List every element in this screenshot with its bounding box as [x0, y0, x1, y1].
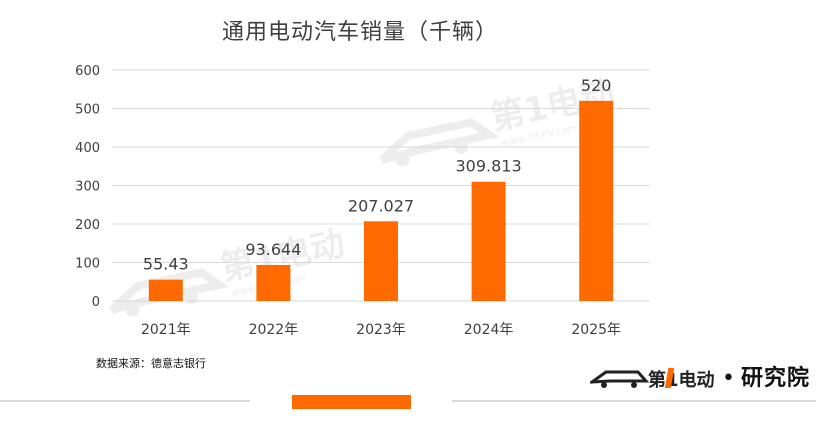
bar-2021年 [148, 279, 183, 301]
y-tick-label: 600 [75, 64, 100, 79]
y-tick-label: 200 [75, 218, 100, 233]
footer-accent-bar [292, 395, 411, 409]
y-tick-label: 500 [75, 103, 100, 118]
x-axis-ticks: 2021年 2022年 2023年 2024年 2025年 [141, 322, 621, 338]
y-tick-label: 0 [92, 295, 100, 310]
data-label: 309.813 [456, 157, 522, 176]
chart-title: 通用电动汽车销量（千辆） [221, 20, 498, 45]
y-axis-ticks: 0 100 200 300 400 500 600 [75, 64, 100, 310]
y-tick-label: 300 [75, 180, 100, 195]
bars [148, 100, 614, 301]
data-labels: 55.43 93.644 207.027 309.813 520 [143, 76, 612, 274]
data-label: 55.43 [143, 255, 189, 274]
y-tick-label: 100 [75, 257, 100, 272]
bar-2023年 [364, 221, 398, 301]
data-label: 207.027 [348, 196, 414, 215]
watermark-lower: 第1电动 www.D1EV.com [109, 224, 348, 317]
brand-logo: 第1电动 • 研究院 [586, 364, 810, 394]
logo-wordmark: 第1电动 [648, 369, 715, 391]
footer-divider-right [452, 400, 816, 402]
brand-separator: • [722, 366, 735, 391]
bar-2025年 [579, 100, 614, 301]
data-label: 93.644 [245, 240, 301, 259]
y-tick-label: 400 [75, 141, 100, 156]
x-tick-label: 2023年 [356, 322, 406, 338]
d1ev-logo-mark: 第1电动 [586, 364, 720, 394]
bar-chart: 第1电动 www.D1EV.com 第1电动 www.D1EV.com 0100… [75, 64, 650, 338]
data-label: 520 [581, 76, 612, 95]
brand-institute-text: 研究院 [740, 366, 810, 391]
x-tick-label: 2021年 [141, 322, 191, 338]
x-tick-label: 2024年 [464, 322, 514, 338]
logo-accent-stroke [664, 368, 675, 388]
footer-divider-left [0, 400, 250, 402]
x-tick-label: 2022年 [249, 322, 299, 338]
bar-2022年 [256, 264, 291, 301]
bar-2024年 [471, 181, 506, 301]
x-tick-label: 2025年 [571, 322, 621, 338]
data-source: 数据来源：德意志银行 [96, 357, 206, 370]
